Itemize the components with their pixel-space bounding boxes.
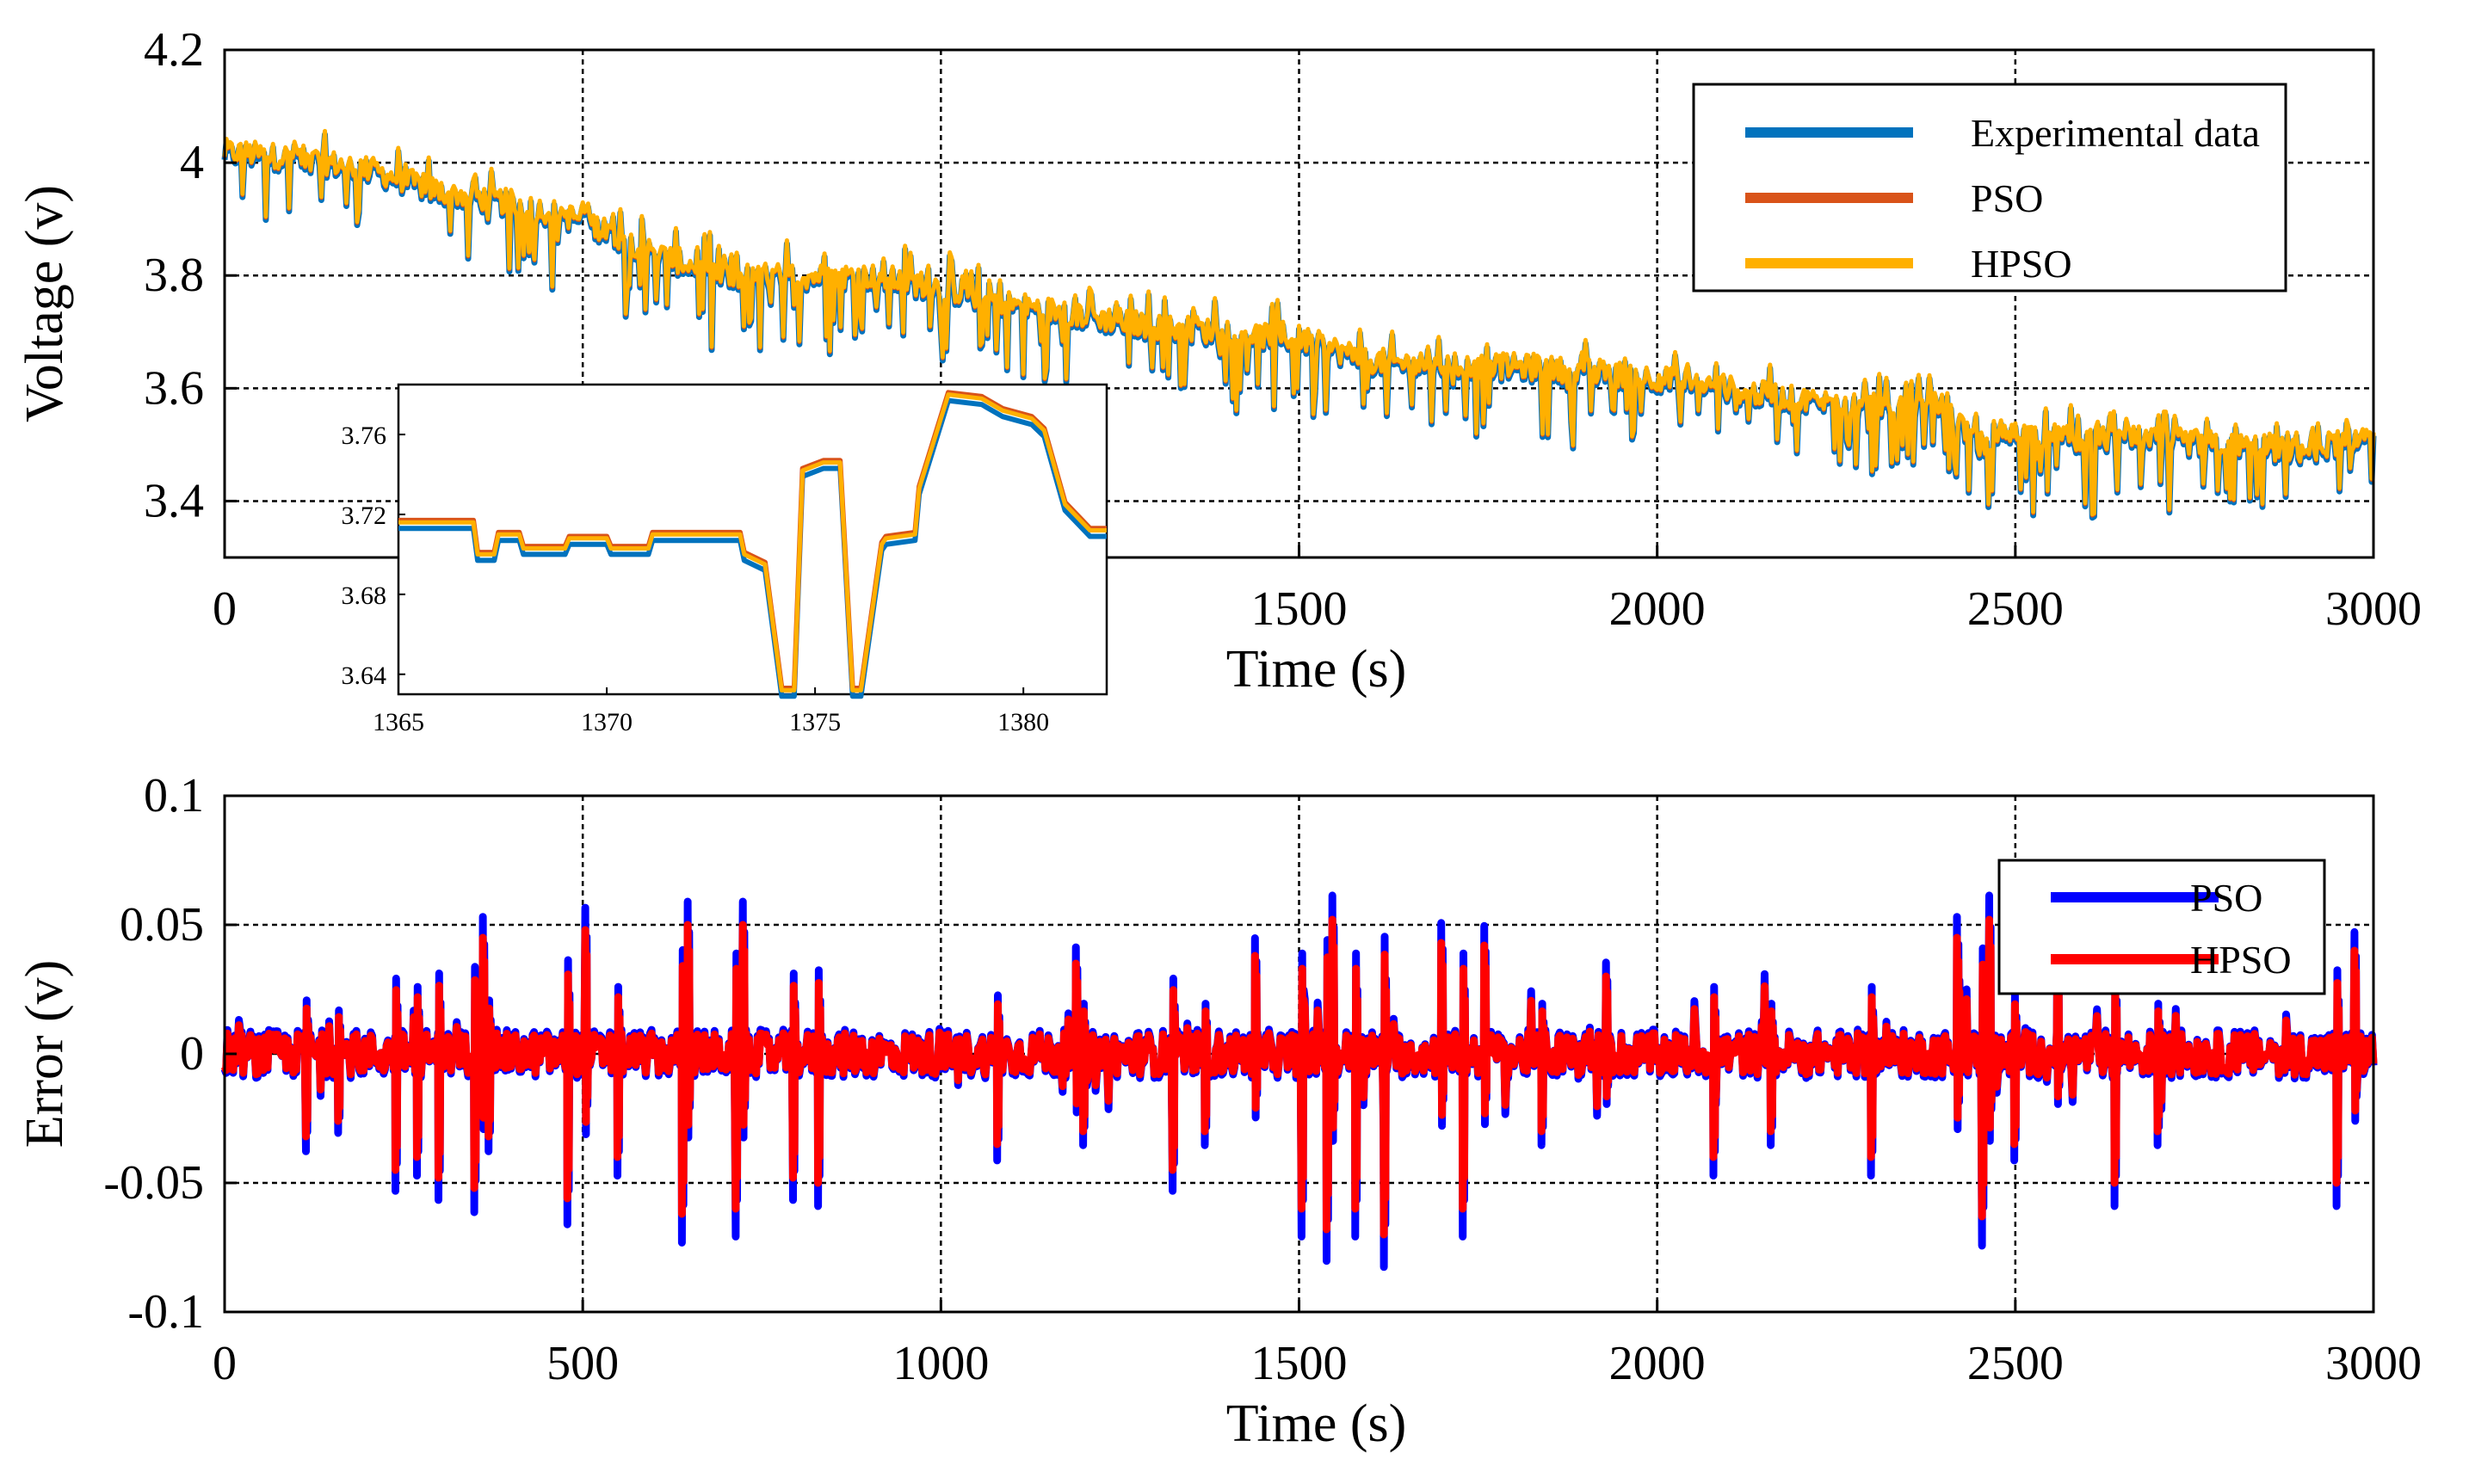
y-tick-label: 3.4 xyxy=(144,474,204,527)
legend-box xyxy=(1692,83,2287,292)
inset-x-tick-label: 1365 xyxy=(373,708,424,736)
inset-y-tick-label: 3.68 xyxy=(342,582,387,610)
inset-series-line-hpso xyxy=(398,392,1107,693)
y-tick-label: 0.05 xyxy=(120,898,204,951)
x-tick-label: 0 xyxy=(213,582,237,636)
legend-label: Experimental data xyxy=(1971,111,2260,155)
y-tick-label: -0.1 xyxy=(127,1285,204,1339)
legend-label: PSO xyxy=(2190,876,2262,920)
error-chart: 0 500 1000 1500 2000 2500 3000 -0.1 -0.05 0 0.05 0.… xyxy=(15,769,2422,1453)
voltage-zoom-inset: 1365 1370 1375 1380 3.64 3.68 3.72 3.76 xyxy=(342,383,1108,736)
series-line-hpso xyxy=(222,128,2376,517)
y-tick-label: 0 xyxy=(180,1027,204,1081)
error-series-line-hpso xyxy=(220,915,2378,1239)
x-tick-label: 500 xyxy=(546,1337,619,1390)
x-tick-label: 2000 xyxy=(1609,582,1706,636)
y-tick-label: 0.1 xyxy=(144,769,204,822)
x-axis-label: Time (s) xyxy=(1226,1395,1407,1453)
x-tick-label: 2500 xyxy=(1967,1337,2064,1390)
x-tick-label: 2000 xyxy=(1609,1337,1706,1390)
x-tick-label: 1500 xyxy=(1251,1337,1348,1390)
y-tick-label: 3.6 xyxy=(144,361,204,415)
x-tick-label: 3000 xyxy=(2325,1337,2422,1390)
x-tick-label: 0 xyxy=(213,1337,237,1390)
x-axis-label: Time (s) xyxy=(1226,640,1407,699)
legend-label: PSO xyxy=(1971,176,2043,220)
y-tick-label: 4 xyxy=(180,136,204,189)
inset-y-tick-label: 3.64 xyxy=(342,662,387,690)
x-tick-label: 3000 xyxy=(2325,582,2422,636)
y-axis-label: Voltage (v) xyxy=(15,185,74,422)
y-tick-label: 3.8 xyxy=(144,249,204,302)
x-tick-label: 2500 xyxy=(1967,582,2064,636)
legend-label: HPSO xyxy=(1971,242,2072,286)
legend-label: HPSO xyxy=(2190,938,2292,982)
legend-box xyxy=(1997,859,2326,995)
y-tick-label: -0.05 xyxy=(103,1156,204,1210)
inset-x-tick-label: 1375 xyxy=(789,708,841,736)
inset-x-tick-label: 1370 xyxy=(581,708,633,736)
inset-y-tick-label: 3.72 xyxy=(342,502,387,530)
y-axis-label: Error (v) xyxy=(15,960,74,1148)
inset-y-tick-label: 3.76 xyxy=(342,422,387,450)
inset-x-tick-label: 1380 xyxy=(997,708,1049,736)
y-tick-label: 4.2 xyxy=(144,23,204,77)
x-tick-label: 1500 xyxy=(1251,582,1348,636)
x-tick-label: 1000 xyxy=(892,1337,989,1390)
